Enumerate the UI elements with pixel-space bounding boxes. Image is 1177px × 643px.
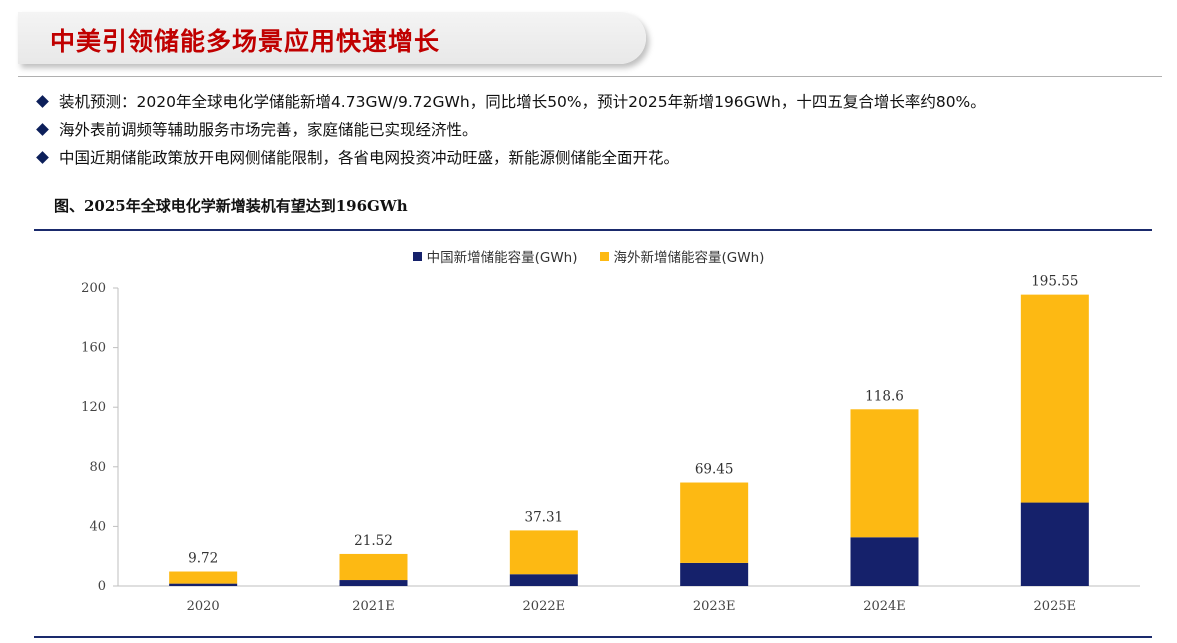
- x-tick-label: 2025E: [1034, 599, 1077, 614]
- x-tick-label: 2021E: [352, 599, 395, 614]
- legend-label-china: 中国新增储能容量(GWh): [426, 250, 578, 266]
- legend-swatch-china: [412, 251, 422, 261]
- bullet-text: 中国近期储能政策放开电网侧储能限制，各省电网投资冲动旺盛，新能源侧储能全面开花。: [59, 149, 680, 167]
- bar-china: [850, 537, 919, 586]
- bar-china: [509, 574, 578, 586]
- y-tick-label: 160: [81, 341, 106, 356]
- legend-label-overseas: 海外新增储能容量(GWh): [613, 250, 765, 266]
- bar-total-label: 37.31: [525, 509, 564, 525]
- legend-swatch-overseas: [599, 251, 609, 261]
- bar-overseas: [169, 571, 238, 584]
- bar-total-label: 21.52: [354, 533, 393, 549]
- bar-overseas: [339, 553, 408, 581]
- y-tick-label: 0: [98, 579, 106, 594]
- bar-overseas: [850, 409, 919, 538]
- title-banner: 中美引领储能多场景应用快速增长: [18, 12, 646, 64]
- bullet-text: 装机预测：2020年全球电化学储能新增4.73GW/9.72GWh，同比增长50…: [59, 93, 986, 111]
- bullet-item: 海外表前调频等辅助服务市场完善，家庭储能已实现经济性。: [36, 116, 1156, 144]
- figure-divider: [34, 229, 1152, 231]
- x-tick-label: 2023E: [693, 599, 736, 614]
- bar-total-label: 118.6: [865, 388, 904, 404]
- bar-total-label: 69.45: [695, 462, 734, 478]
- bar-china: [680, 562, 749, 586]
- legend-item-overseas: 海外新增储能容量(GWh): [599, 246, 765, 266]
- bullet-item: 中国近期储能政策放开电网侧储能限制，各省电网投资冲动旺盛，新能源侧储能全面开花。: [36, 144, 1156, 172]
- bar-china: [169, 583, 238, 586]
- x-tick-label: 2020: [187, 599, 220, 614]
- figure-title: 图、2025年全球电化学新增装机有望达到196GWh: [54, 197, 408, 215]
- bar-overseas: [509, 530, 578, 575]
- bar-overseas: [1020, 294, 1089, 503]
- y-tick-label: 200: [81, 281, 106, 296]
- bar-total-label: 9.72: [188, 551, 218, 567]
- bar-overseas: [680, 482, 749, 563]
- page-title: 中美引领储能多场景应用快速增长: [50, 27, 441, 56]
- bullet-item: 装机预测：2020年全球电化学储能新增4.73GW/9.72GWh，同比增长50…: [36, 88, 1156, 116]
- bullet-list: 装机预测：2020年全球电化学储能新增4.73GW/9.72GWh，同比增长50…: [36, 88, 1156, 172]
- y-tick-label: 40: [89, 519, 106, 534]
- bar-china: [1020, 502, 1089, 586]
- bar-total-label: 195.55: [1031, 274, 1078, 290]
- legend-item-china: 中国新增储能容量(GWh): [412, 246, 578, 266]
- footer-divider: [34, 636, 1152, 638]
- chart-legend: 中国新增储能容量(GWh) 海外新增储能容量(GWh): [0, 246, 1177, 266]
- x-tick-label: 2024E: [863, 599, 906, 614]
- bullet-text: 海外表前调频等辅助服务市场完善，家庭储能已实现经济性。: [59, 121, 478, 139]
- y-tick-label: 80: [89, 460, 106, 475]
- y-tick-label: 120: [81, 400, 106, 415]
- bar-china: [339, 580, 408, 586]
- header-divider: [18, 76, 1162, 77]
- x-tick-label: 2022E: [523, 599, 566, 614]
